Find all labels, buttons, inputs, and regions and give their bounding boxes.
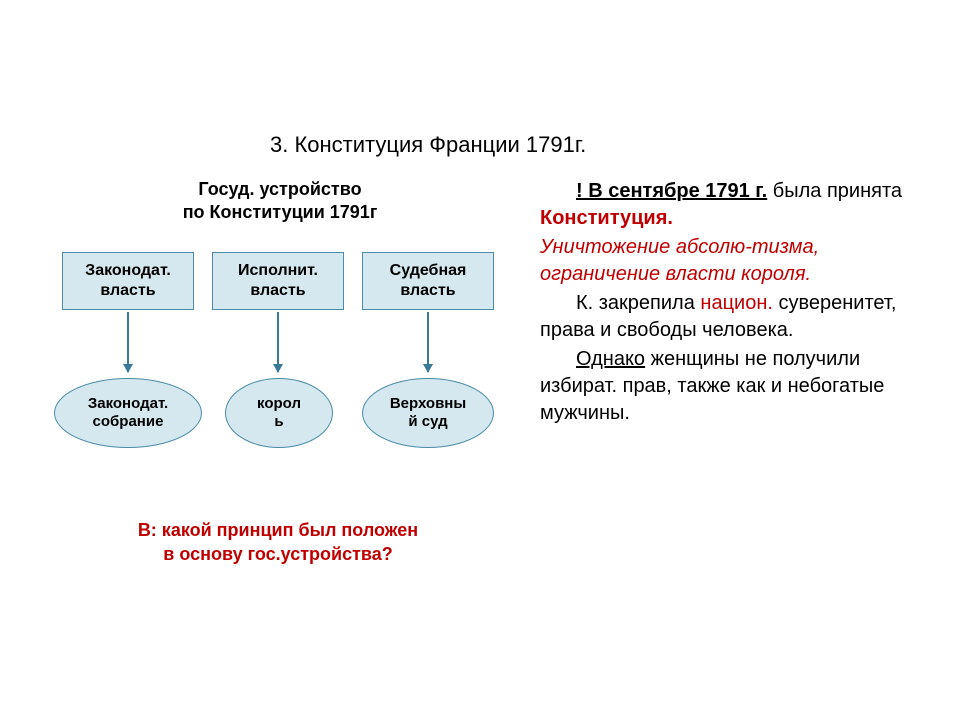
arrow-legislative	[127, 312, 129, 372]
arrow-executive	[277, 312, 279, 372]
ellipse-assembly-l1: Законодат.	[88, 395, 168, 412]
body-p2: Уничтожение абсолю-тизма, ограничение вл…	[540, 234, 920, 288]
box-judicial-l2: власть	[400, 282, 455, 299]
question-l1: В: какой принцип был положен	[138, 520, 418, 540]
ellipse-king-l1: корол	[257, 395, 301, 412]
box-executive-l2: власть	[250, 282, 305, 299]
slide-title: 3. Конституция Франции 1791г.	[270, 132, 586, 158]
ellipse-assembly: Законодат.собрание	[54, 378, 202, 448]
box-legislative: Законодат. власть	[62, 252, 194, 310]
ellipse-king: король	[225, 378, 333, 448]
subtitle-line1: Госуд. устройство	[198, 179, 361, 199]
box-judicial: Судебная власть	[362, 252, 494, 310]
ellipse-court: Верховный суд	[362, 378, 494, 448]
box-legislative-l1: Законодат.	[85, 262, 171, 279]
body-p3-nation: национ.	[700, 292, 773, 314]
box-executive-l1: Исполнит.	[238, 262, 318, 279]
question-text: В: какой принцип был положен в основу го…	[98, 518, 458, 567]
ellipse-king-l2: ь	[274, 413, 283, 430]
diagram-subtitle: Госуд. устройство по Конституции 1791г	[155, 178, 405, 225]
body-p3-lead: К. закрепила	[576, 292, 700, 314]
body-p1-lead: ! В сентябре 1791 г.	[576, 180, 767, 202]
question-l2: в основу гос.устройства?	[163, 544, 392, 564]
arrow-judicial	[427, 312, 429, 372]
box-legislative-l2: власть	[100, 282, 155, 299]
body-p4-lead: Однако	[576, 348, 645, 370]
ellipse-court-l1: Верховны	[390, 395, 466, 412]
box-executive: Исполнит. власть	[212, 252, 344, 310]
body-text: ! В сентябре 1791 г. была принята Консти…	[540, 178, 920, 429]
box-judicial-l1: Судебная	[390, 262, 467, 279]
body-p1-rest: была принята	[767, 180, 902, 202]
body-p1-const: Конституция.	[540, 207, 673, 229]
ellipse-assembly-l2: собрание	[93, 413, 164, 430]
subtitle-line2: по Конституции 1791г	[183, 202, 378, 222]
ellipse-court-l2: й суд	[408, 413, 447, 430]
